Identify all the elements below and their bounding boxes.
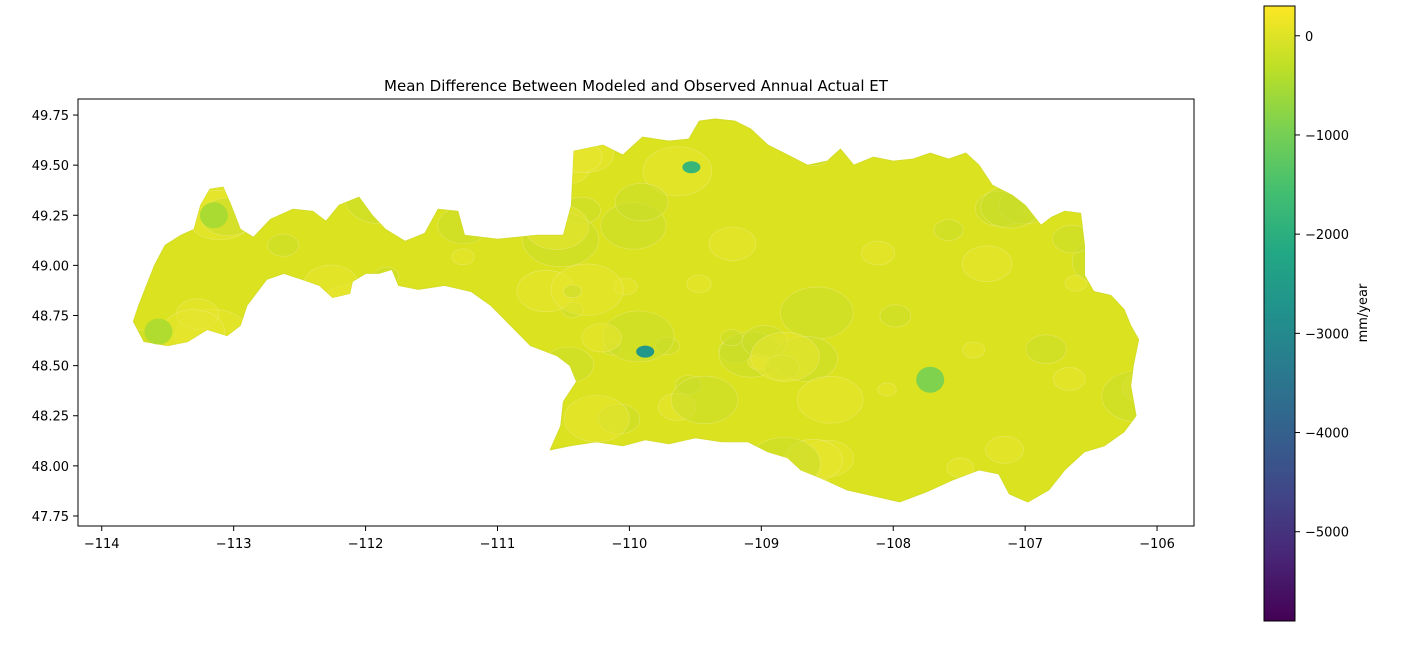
x-tick-label: −109 [743,537,779,552]
x-tick-label: −111 [480,537,516,552]
hotspot-2 [916,366,945,393]
x-tick-label: −113 [216,537,252,552]
y-tick-label: 49.50 [32,159,69,174]
colorbar-tick-label: −2000 [1305,228,1349,243]
colorbar-tick-label: 0 [1305,30,1313,45]
y-tick-label: 48.00 [32,460,69,475]
x-tick-label: −112 [348,537,384,552]
y-tick-label: 48.75 [32,310,69,325]
chart-title: Mean Difference Between Modeled and Obse… [384,77,889,95]
colorbar-tick-label: −1000 [1305,129,1349,144]
x-tick-label: −114 [84,537,120,552]
colorbar-ticks: 0 −1000 −2000 −3000 −4000 −5000 [1295,30,1349,541]
map-plot-area [132,118,1140,503]
y-axis: 47.75 48.00 48.25 48.50 48.75 49.00 49.25 49.50… [32,109,78,525]
basin-region [132,118,1140,503]
x-axis: −114 −113 −112 −111 −110 −109 −108 −107 −106 [84,526,1175,552]
colorbar-tick-label: −3000 [1305,327,1349,342]
y-tick-label: 48.50 [32,360,69,375]
hotspot-3 [199,202,228,229]
hotspot-0 [682,161,701,174]
hotspot-1 [636,345,655,358]
y-tick-label: 48.25 [32,410,69,425]
x-tick-label: −108 [875,537,911,552]
axes-frame [77,98,1195,527]
hotspot-4 [144,318,173,345]
y-tick-label: 49.25 [32,209,69,224]
colorbar-tick-label: −4000 [1305,427,1349,442]
y-tick-label: 47.75 [32,510,69,525]
colorbar-label: mm/year [1356,283,1371,342]
x-tick-label: −106 [1139,537,1175,552]
x-tick-label: −110 [612,537,648,552]
y-tick-label: 49.00 [32,259,69,274]
y-tick-label: 49.75 [32,109,69,124]
x-tick-label: −107 [1007,537,1043,552]
colorbar [1263,5,1296,622]
colorbar-tick-label: −5000 [1305,526,1349,541]
